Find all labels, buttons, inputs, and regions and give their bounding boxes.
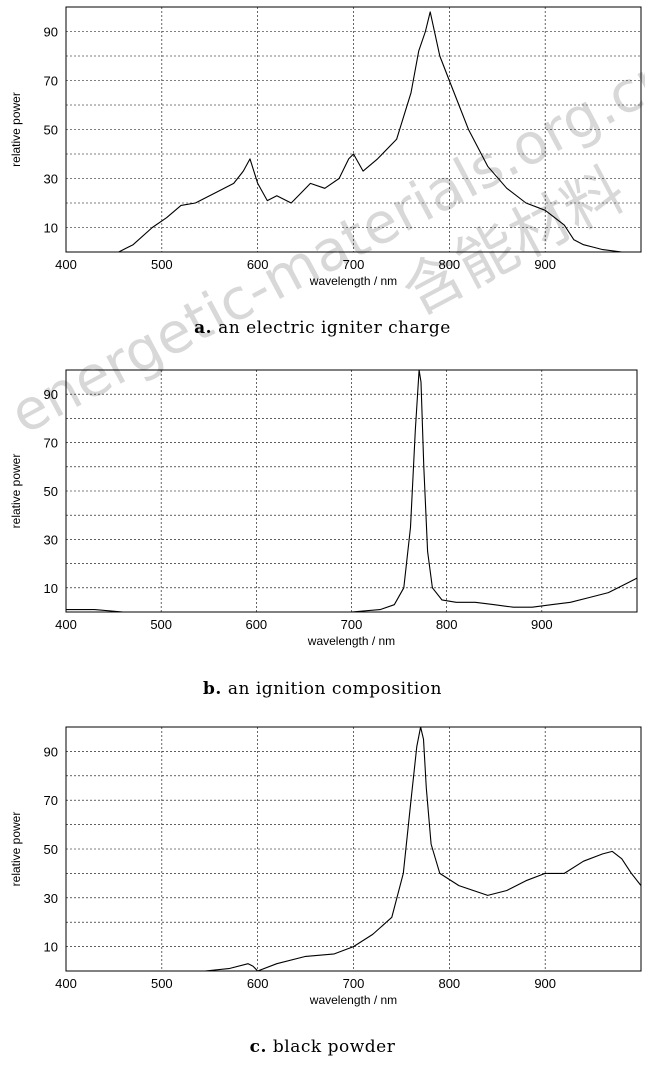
y-tick-label: 30: [44, 172, 58, 187]
x-tick-label: 800: [436, 617, 458, 632]
x-tick-label: 500: [150, 617, 172, 632]
caption-text: an ignition composition: [227, 679, 442, 699]
chart-panel-a: 10 30 50 70 90 400 500 600 700 800 900 wavelength /…: [9, 6, 642, 288]
x-tick-label: 900: [534, 976, 556, 991]
y-tick-label: 90: [44, 25, 58, 40]
x-axis-label: wavelength / nm: [309, 993, 397, 1007]
y-tick-label: 30: [44, 891, 58, 906]
x-axis-label: wavelength / nm: [307, 634, 395, 648]
y-tick-label: 50: [44, 842, 58, 857]
x-tick-label: 800: [438, 257, 460, 272]
x-tick-label: 700: [341, 617, 363, 632]
spectrum-line: [66, 369, 638, 613]
x-tick-label: 600: [247, 257, 269, 272]
plot-frame: [65, 726, 642, 972]
x-tick-label: 900: [531, 617, 553, 632]
x-tick-label: 400: [55, 976, 77, 991]
x-tick-label: 600: [245, 617, 267, 632]
chart-panel-c: 10 30 50 70 90 400 500 600 700 800 900 wavelength /…: [9, 726, 642, 1007]
x-tick-label: 400: [55, 617, 77, 632]
y-tick-label: 10: [44, 581, 58, 596]
x-tick-label: 900: [534, 257, 556, 272]
y-tick-label: 70: [44, 436, 58, 451]
y-tick-label: 10: [44, 940, 58, 955]
y-tick-label: 90: [44, 387, 58, 402]
y-tick-label: 50: [44, 484, 58, 499]
caption-letter: a.: [194, 318, 213, 338]
plot-frame: [65, 6, 642, 253]
y-axis-label: relative power: [9, 454, 23, 529]
y-axis-label: relative power: [9, 92, 23, 167]
x-tick-label: 400: [55, 257, 77, 272]
chart-panel-b: 10 30 50 70 90 400 500 600 700 800 900 wavelength /…: [9, 369, 638, 648]
caption-text: an electric igniter charge: [218, 318, 451, 338]
caption-letter: c.: [249, 1037, 267, 1057]
x-tick-label: 700: [343, 976, 365, 991]
x-tick-label: 700: [343, 257, 365, 272]
spectrum-line: [204, 726, 642, 972]
y-axis-label: relative power: [9, 812, 23, 887]
y-tick-label: 70: [44, 793, 58, 808]
caption-c: c. black powder: [0, 1037, 645, 1057]
x-tick-label: 800: [438, 976, 460, 991]
caption-text: black powder: [272, 1037, 396, 1057]
y-tick-label: 70: [44, 74, 58, 89]
caption-letter: b.: [203, 679, 222, 699]
caption-b: b. an ignition composition: [0, 679, 645, 699]
x-axis-label: wavelength / nm: [309, 274, 397, 288]
x-tick-label: 500: [151, 257, 173, 272]
y-tick-label: 10: [44, 221, 58, 236]
x-tick-label: 500: [151, 976, 173, 991]
y-tick-label: 50: [44, 123, 58, 138]
y-tick-label: 90: [44, 744, 58, 759]
y-tick-label: 30: [44, 532, 58, 547]
x-tick-label: 600: [247, 976, 269, 991]
caption-a: a. an electric igniter charge: [0, 318, 645, 338]
spectrum-line: [118, 11, 641, 253]
